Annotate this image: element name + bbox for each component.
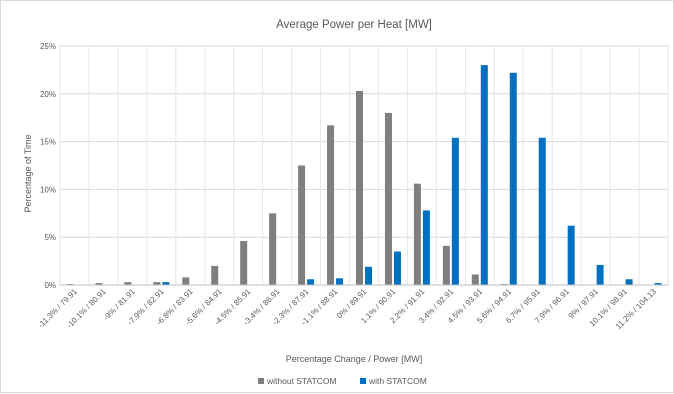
y-tick-label: 20%	[40, 90, 56, 99]
legend-label: without STATCOM	[266, 376, 337, 386]
bar-without-statcom	[471, 274, 479, 285]
legend-label: with STATCOM	[368, 376, 427, 386]
bar-with-statcom	[422, 210, 430, 285]
bar-with-statcom	[567, 225, 575, 285]
bar-without-statcom	[211, 265, 219, 285]
bar-without-statcom	[269, 213, 277, 285]
bar-without-statcom	[182, 277, 190, 285]
legend-swatch	[360, 378, 366, 384]
x-axis-title: Percentage Change / Power [MW]	[286, 354, 423, 364]
bar-without-statcom	[95, 283, 103, 285]
bar-without-statcom	[384, 112, 392, 285]
bar-without-statcom	[413, 183, 421, 285]
y-tick-label: 25%	[40, 42, 56, 51]
y-tick-label: 10%	[40, 185, 56, 194]
bar-with-statcom	[307, 279, 315, 285]
bar-with-statcom	[509, 72, 517, 285]
bar-with-statcom	[654, 283, 662, 285]
bar-with-statcom	[625, 279, 633, 285]
y-tick-label: 5%	[44, 233, 56, 242]
bar-without-statcom	[298, 165, 306, 285]
bar-without-statcom	[240, 241, 248, 285]
chart-title: Average Power per Heat [MW]	[276, 19, 432, 31]
bar-without-statcom	[442, 245, 450, 285]
legend-swatch	[258, 378, 264, 384]
bar-with-statcom	[538, 137, 546, 285]
y-tick-label: 0%	[44, 281, 56, 290]
bar-without-statcom	[124, 282, 132, 285]
bar-with-statcom	[480, 65, 488, 286]
bar-without-statcom	[327, 125, 335, 286]
bar-with-statcom	[451, 137, 459, 285]
bar-with-statcom	[336, 278, 344, 285]
bar-without-statcom	[356, 90, 363, 285]
bar-without-statcom	[153, 282, 161, 285]
bar-with-statcom	[365, 266, 372, 285]
bar-with-statcom	[393, 251, 401, 285]
y-tick-label: 15%	[40, 138, 56, 147]
bar-with-statcom	[162, 282, 170, 285]
bar-with-statcom	[596, 264, 604, 285]
y-axis-title: Percentage of Time	[23, 134, 33, 212]
